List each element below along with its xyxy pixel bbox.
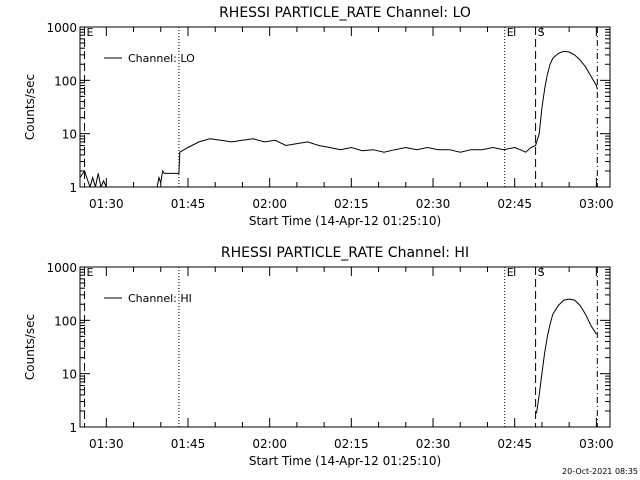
y-axis-label: Counts/sec — [23, 74, 37, 140]
series-line — [536, 298, 597, 414]
plot-frame — [79, 266, 611, 428]
y-tick-label: 100 — [54, 74, 77, 88]
x-tick-label: 01:45 — [171, 437, 206, 451]
legend-label: Channel: HI — [128, 292, 192, 305]
x-tick-label: 02:15 — [334, 197, 369, 211]
x-axis-label: Start Time (14-Apr-12 01:25:10) — [249, 214, 441, 228]
y-tick-label: 100 — [54, 314, 77, 328]
chart-panel-lo: RHESSI PARTICLE_RATE Channel: LO 1 10 100 10… — [23, 5, 614, 228]
y-tick-label: 1 — [69, 181, 77, 195]
plot-frame — [79, 26, 611, 188]
chart-title: RHESSI PARTICLE_RATE Channel: HI — [221, 245, 469, 261]
event-marker-label: E — [507, 266, 514, 279]
series-line — [80, 50, 598, 187]
x-tick-label: 01:30 — [89, 197, 124, 211]
event-marker-label: E — [87, 26, 94, 39]
x-tick-label: 02:45 — [497, 197, 532, 211]
chart-panel-hi: RHESSI PARTICLE_RATE Channel: HI 1 10 100 10… — [23, 245, 614, 468]
legend-label: Channel: LO — [128, 52, 195, 65]
x-tick-label: 01:45 — [171, 197, 206, 211]
x-tick-label: 03:00 — [579, 437, 614, 451]
y-tick-label: 10 — [62, 368, 77, 382]
y-tick-label: 1000 — [46, 21, 77, 35]
x-tick-label: 02:30 — [416, 197, 451, 211]
generation-timestamp: 20-Oct-2021 08:35 — [562, 467, 638, 476]
x-tick-label: 02:30 — [416, 437, 451, 451]
event-marker-label: S — [538, 266, 545, 279]
y-tick-label: 1000 — [46, 261, 77, 275]
y-tick-label: 10 — [62, 128, 77, 142]
event-marker-label: E — [87, 266, 94, 279]
x-axis-label: Start Time (14-Apr-12 01:25:10) — [249, 454, 441, 468]
x-tick-label: 02:15 — [334, 437, 369, 451]
x-tick-label: 03:00 — [579, 197, 614, 211]
x-tick-label: 02:00 — [252, 197, 287, 211]
event-marker-label: E — [507, 26, 514, 39]
event-marker-label: S — [538, 26, 545, 39]
x-tick-label: 02:00 — [252, 437, 287, 451]
chart-title: RHESSI PARTICLE_RATE Channel: LO — [219, 5, 471, 21]
y-axis-label: Counts/sec — [23, 314, 37, 380]
x-tick-label: 01:30 — [89, 437, 124, 451]
y-tick-label: 1 — [69, 421, 77, 435]
x-tick-label: 02:45 — [497, 437, 532, 451]
